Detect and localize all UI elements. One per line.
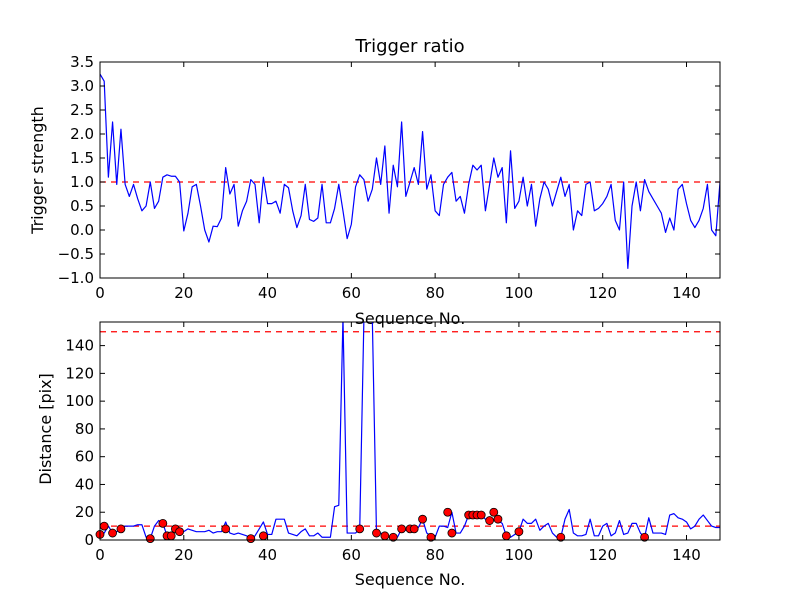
y-axis-label: Distance [pix]: [36, 373, 55, 485]
y-tick-label: 1.0: [70, 173, 94, 191]
y-tick-label: 80: [75, 420, 94, 438]
x-tick-label: 120: [588, 284, 617, 302]
x-axis-label: Sequence No.: [355, 570, 466, 589]
x-tick-label: 0: [95, 546, 105, 564]
y-tick-label: 40: [75, 475, 94, 493]
data-point-marker: [514, 527, 524, 537]
distance-chart: Distance [pix] Sequence No. 0 20 40 60 80 100…: [36, 321, 721, 589]
y-tick-label: 1.5: [70, 149, 94, 167]
x-tick-label: 140: [672, 546, 701, 564]
y-tick-label: −1.0: [58, 269, 94, 287]
y-tick-label: −0.5: [58, 245, 94, 263]
y-tick-label: 0.0: [70, 221, 94, 239]
data-point-marker: [372, 528, 381, 538]
data-point-marker: [116, 524, 126, 534]
data-point-marker: [443, 507, 453, 517]
y-tick-label: 2.0: [70, 125, 94, 143]
x-tick-label: 20: [174, 546, 193, 564]
y-tick-label: 20: [75, 503, 94, 521]
data-point-marker: [108, 528, 117, 538]
data-point-marker: [489, 507, 499, 517]
x-tick-label: 80: [426, 546, 445, 564]
data-point-marker: [397, 524, 407, 534]
data-point-marker: [447, 528, 457, 538]
y-tick-label: 3.5: [70, 53, 94, 71]
y-tick-label: 0: [84, 531, 94, 549]
data-point-marker: [640, 532, 649, 542]
y-tick-label: 2.5: [70, 101, 94, 119]
x-tick-label: 60: [342, 284, 361, 302]
chart-title: Trigger ratio: [354, 36, 464, 57]
y-tick-label: 140: [65, 337, 94, 355]
data-point-marker: [493, 514, 503, 524]
x-tick-label: 80: [426, 284, 445, 302]
x-tick-label: 40: [258, 546, 277, 564]
y-tick-label: 60: [75, 448, 94, 466]
data-point-marker: [99, 521, 109, 531]
plot-frame: [99, 321, 721, 541]
data-point-marker: [380, 531, 390, 541]
data-point-marker: [145, 534, 155, 544]
x-tick-label: 60: [342, 546, 361, 564]
x-tick-label: 20: [174, 284, 193, 302]
x-tick-label: 120: [588, 546, 617, 564]
x-axis-label: Sequence No.: [355, 309, 466, 328]
data-point-marker: [355, 524, 365, 534]
data-point-marker: [418, 514, 427, 524]
series-line: [100, 73, 720, 269]
x-tick-label: 140: [672, 284, 701, 302]
data-point-marker: [388, 532, 398, 542]
plot-frame: [99, 61, 721, 279]
y-tick-label: 3.0: [70, 77, 94, 95]
x-tick-label: 0: [95, 284, 105, 302]
plot-area: [100, 73, 720, 269]
y-tick-label: 0.5: [70, 197, 94, 215]
data-point-marker: [158, 518, 168, 528]
y-axis-label: Trigger strength: [28, 106, 47, 235]
trigger-ratio-chart: Trigger ratio Trigger strength Sequence …: [28, 36, 721, 328]
y-tick-label: 100: [65, 392, 94, 410]
data-point-marker: [476, 510, 486, 520]
data-point-marker: [556, 532, 566, 542]
data-point-marker: [409, 524, 419, 534]
data-point-marker: [258, 531, 268, 541]
data-point-marker: [485, 516, 494, 525]
x-tick-label: 40: [258, 284, 277, 302]
data-point-marker: [175, 527, 184, 537]
x-tick-label: 100: [505, 546, 534, 564]
data-point-marker: [501, 531, 511, 541]
data-point-marker: [221, 524, 231, 534]
x-tick-label: 100: [505, 284, 534, 302]
y-tick-label: 120: [65, 364, 94, 382]
data-point-marker: [246, 534, 256, 544]
